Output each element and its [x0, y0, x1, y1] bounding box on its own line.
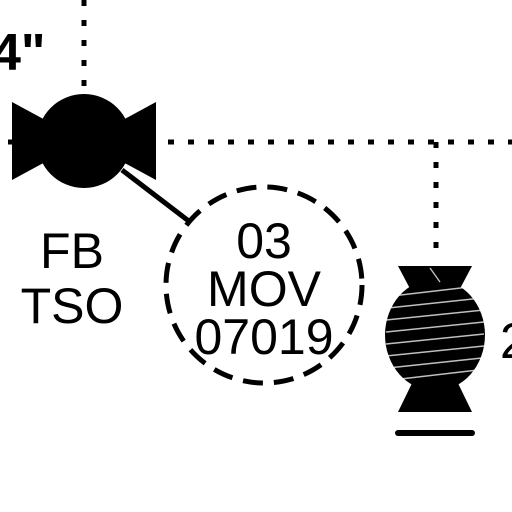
right-edge-label: 2: [500, 313, 512, 369]
tag-leader-line: [120, 168, 192, 224]
valve-failure-label: TSO: [21, 278, 124, 334]
tag-function-code: MOV: [207, 261, 322, 317]
pipe-size-label: 4": [0, 24, 46, 82]
tag-loop-number: 03: [236, 213, 292, 269]
valve-type-label: FB: [40, 223, 104, 279]
instrument-tag-bubble: [163, 184, 365, 386]
left-valve-symbol: [12, 94, 156, 188]
tag-equipment-number: 07019: [194, 309, 333, 365]
right-valve-symbol: [385, 266, 485, 412]
